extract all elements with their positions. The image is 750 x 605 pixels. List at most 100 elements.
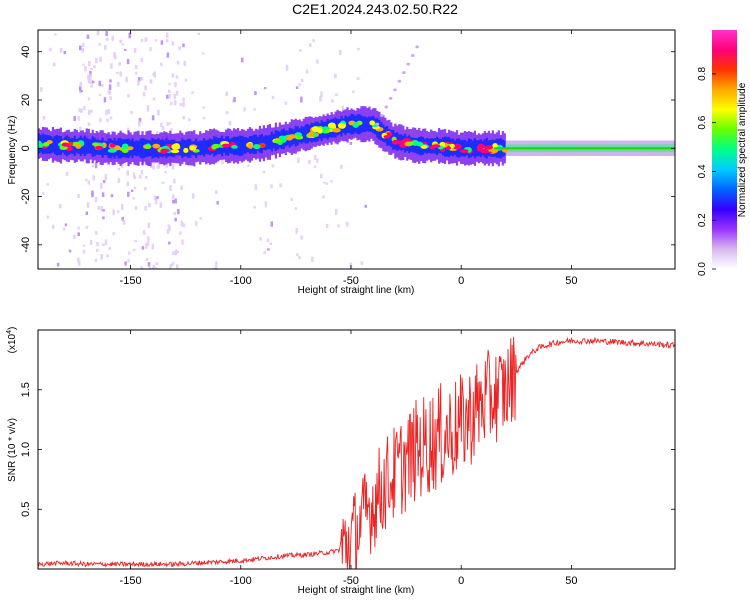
heatmap-speckle — [73, 115, 76, 121]
y-tick-label: 20 — [20, 94, 32, 106]
heatmap-speckle — [168, 93, 171, 99]
heatmap-speckle — [270, 221, 274, 227]
heatmap-speckle — [330, 180, 333, 183]
heatmap-speckle — [334, 73, 337, 79]
x-tick-label: 50 — [565, 575, 577, 587]
heatmap-peak — [61, 142, 70, 147]
heatmap-speckle — [194, 221, 198, 226]
heatmap-peak — [59, 145, 68, 151]
heatmap-speckle — [85, 211, 89, 216]
heatmap-speckle — [319, 95, 322, 102]
heatmap-speckle — [59, 47, 63, 53]
heatmap-peak — [408, 141, 414, 146]
heatmap-secondary-point — [388, 96, 393, 100]
heatmap-speckle — [147, 236, 150, 241]
heatmap-speckle — [87, 109, 91, 116]
heatmap-speckle — [42, 116, 46, 120]
spectrogram-panel: -150 -100 -50 0 50 -40 -20 0 20 40 Height of str… — [7, 29, 676, 296]
heatmap-core — [107, 138, 110, 159]
heatmap-speckle — [122, 219, 126, 225]
heatmap-speckle — [335, 93, 338, 97]
heatmap-core — [141, 138, 144, 159]
heatmap-speckle — [178, 46, 181, 51]
heatmap-speckle — [160, 122, 163, 127]
snr-multiplier-base: (x10 — [7, 333, 18, 353]
heatmap-speckle — [263, 251, 266, 255]
heatmap-speckle — [104, 239, 108, 246]
heatmap-speckle — [112, 209, 115, 216]
heatmap-speckle — [40, 87, 43, 92]
heatmap-speckle — [262, 170, 266, 174]
heatmap-speckle — [128, 32, 131, 39]
heatmap-speckle — [202, 116, 206, 120]
heatmap-speckle — [233, 96, 236, 103]
heatmap-core — [461, 140, 465, 157]
heatmap-speckle — [311, 256, 314, 262]
heatmap-speckle — [42, 192, 45, 195]
heatmap-speckle — [111, 35, 115, 42]
heatmap-speckle — [102, 216, 105, 220]
heatmap-core — [390, 130, 393, 148]
heatmap-secondary-point — [406, 62, 411, 66]
heatmap-speckle — [102, 180, 106, 184]
heatmap-core — [270, 131, 273, 152]
snr-x-ticks: -150 -100 -50 0 50 — [120, 330, 578, 587]
heatmap-speckle — [152, 73, 155, 76]
heatmap-speckle — [121, 216, 125, 221]
heatmap-speckle — [228, 120, 232, 126]
heatmap-secondary-point — [375, 122, 380, 126]
heatmap-speckle — [180, 185, 183, 191]
heatmap-speckle — [108, 84, 112, 91]
heatmap-speckle — [126, 58, 130, 65]
heatmap-peak — [396, 140, 403, 145]
heatmap-core — [195, 138, 198, 158]
heatmap-speckle — [140, 76, 144, 81]
heatmap-core — [380, 122, 383, 141]
heatmap-speckle — [161, 181, 165, 185]
heatmap-speckle — [64, 223, 68, 227]
heatmap-speckle — [325, 182, 329, 185]
heatmap-core — [471, 140, 475, 156]
heatmap-speckle — [267, 248, 270, 251]
heatmap-speckle — [168, 241, 171, 245]
heatmap-speckle — [290, 198, 293, 201]
heatmap-speckle — [80, 89, 83, 93]
heatmap-speckle — [112, 232, 116, 236]
heatmap-speckle — [99, 118, 102, 123]
heatmap-speckle — [127, 94, 130, 98]
heatmap-speckle — [285, 64, 289, 71]
heatmap-speckle — [309, 43, 312, 47]
heatmap-core — [473, 138, 477, 159]
heatmap-speckle — [270, 184, 273, 189]
heatmap-speckle — [322, 195, 325, 199]
heatmap-core — [203, 138, 206, 157]
heatmap-speckle — [295, 86, 299, 89]
heatmap-speckle — [243, 107, 246, 112]
heatmap-speckle — [56, 262, 60, 267]
heatmap-speckle — [295, 228, 298, 234]
heatmap-speckle — [202, 106, 205, 109]
heatmap-speckle — [79, 126, 82, 130]
heatmap-speckle — [319, 173, 323, 179]
heatmap-speckle — [127, 191, 130, 197]
heatmap-speckle — [269, 242, 273, 245]
heatmap-secondary-point — [410, 53, 415, 57]
heatmap-speckle — [77, 226, 80, 230]
heatmap-speckle — [59, 203, 62, 209]
heatmap-speckle — [174, 217, 177, 222]
heatmap-peak — [252, 144, 261, 150]
heatmap-core — [483, 139, 486, 158]
heatmap-core — [105, 140, 108, 156]
heatmap-speckle — [174, 198, 177, 204]
heatmap-speckle — [216, 201, 219, 205]
heatmap-speckle — [94, 162, 98, 168]
heatmap-peak — [92, 142, 99, 147]
spectrogram-frame — [37, 29, 676, 270]
heatmap-speckle — [171, 261, 175, 266]
heatmap-speckle — [173, 178, 176, 184]
heatmap-speckle — [78, 86, 82, 91]
heatmap-speckle — [168, 226, 171, 231]
heatmap-speckle — [364, 204, 367, 208]
heatmap-speckle — [300, 96, 303, 103]
heatmap-core — [137, 140, 140, 156]
